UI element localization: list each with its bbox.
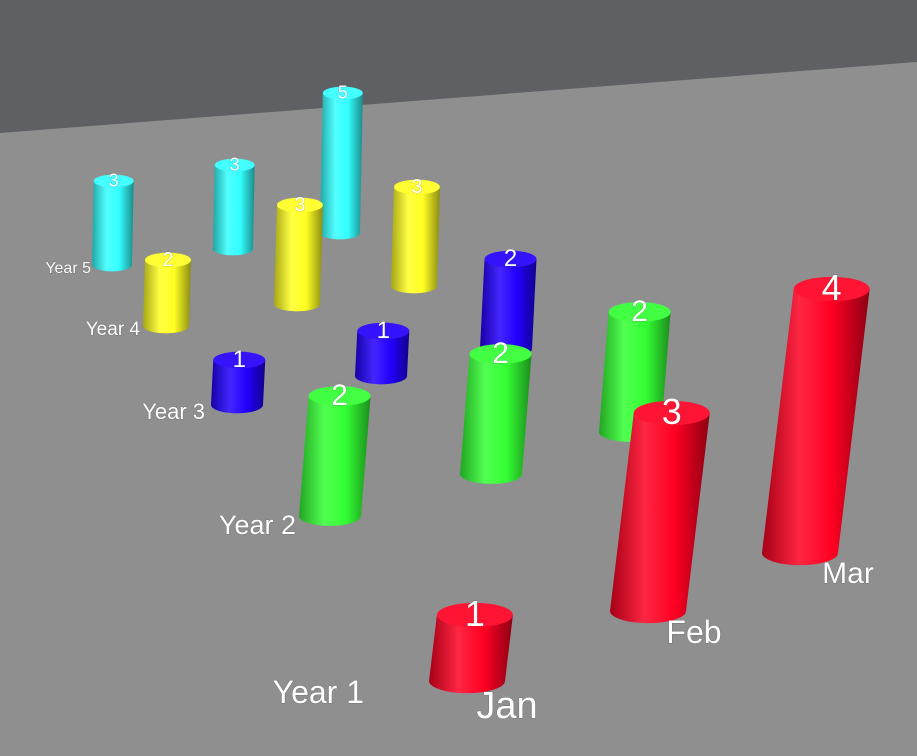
category-label: Feb bbox=[666, 614, 721, 650]
series-label: Year 1 bbox=[273, 674, 364, 710]
cylinder-bar bbox=[391, 187, 440, 294]
cylinder-top bbox=[469, 344, 532, 364]
cylinder-bar bbox=[480, 259, 537, 358]
data-label: 3 bbox=[109, 170, 119, 190]
cylinder-top bbox=[144, 252, 191, 268]
cylinder-top bbox=[484, 250, 537, 268]
chart-marks: 3 3 5 2 3 3 1 1 2 2 2 2 1 3 4 bbox=[92, 82, 870, 694]
cylinder-top bbox=[214, 158, 255, 172]
data-label: 2 bbox=[331, 379, 348, 412]
category-label: Mar bbox=[822, 557, 874, 590]
cylinder-top bbox=[276, 197, 323, 213]
cylinder-top bbox=[308, 386, 371, 406]
data-label: 1 bbox=[377, 317, 390, 344]
cylinder-top bbox=[436, 602, 513, 628]
cylinder-bar bbox=[610, 413, 710, 624]
cylinder-top bbox=[93, 174, 134, 188]
series-label: Year 3 bbox=[142, 399, 205, 424]
back-wall bbox=[0, 0, 917, 133]
data-label: 4 bbox=[822, 267, 842, 308]
cylinder-bar bbox=[299, 396, 371, 526]
data-label: 3 bbox=[411, 176, 422, 198]
series-label: Year 5 bbox=[45, 260, 91, 277]
cylinder-bar bbox=[92, 181, 134, 272]
data-label: 3 bbox=[294, 194, 305, 216]
series-label: Year 4 bbox=[86, 319, 141, 340]
cylinder-top bbox=[633, 400, 710, 426]
series-label: Year 2 bbox=[219, 510, 296, 540]
cylinder-bar bbox=[274, 205, 323, 312]
data-label: 3 bbox=[662, 391, 682, 432]
cylinder-top bbox=[608, 302, 671, 322]
data-label: 2 bbox=[492, 337, 509, 370]
cylinder-bar bbox=[355, 331, 410, 385]
cylinder-top bbox=[393, 179, 440, 195]
data-label: 5 bbox=[338, 82, 348, 102]
data-label: 3 bbox=[230, 154, 240, 174]
cylinder-top bbox=[213, 351, 266, 369]
category-axis-labels: Jan Feb Mar bbox=[476, 557, 874, 728]
cylinder-bar bbox=[143, 260, 191, 334]
data-label: 2 bbox=[504, 245, 517, 272]
cylinder-bar bbox=[320, 93, 363, 240]
cylinder-top bbox=[322, 86, 363, 100]
cylinder-bar bbox=[213, 165, 255, 256]
cylinder-top bbox=[793, 276, 870, 302]
data-label: 1 bbox=[233, 346, 246, 373]
cylinder-bar bbox=[429, 615, 513, 694]
cylinder-bar bbox=[762, 289, 870, 566]
data-label: 1 bbox=[465, 593, 485, 634]
cylinder-top bbox=[357, 322, 410, 340]
cylinder-bar bbox=[211, 360, 266, 414]
category-label: Jan bbox=[476, 685, 537, 727]
data-label: 2 bbox=[631, 295, 648, 328]
series-axis-labels: Year 1 Year 2 Year 3 Year 4 Year 5 bbox=[45, 260, 365, 711]
cylinder-bar bbox=[460, 354, 532, 484]
data-label: 2 bbox=[162, 249, 173, 271]
